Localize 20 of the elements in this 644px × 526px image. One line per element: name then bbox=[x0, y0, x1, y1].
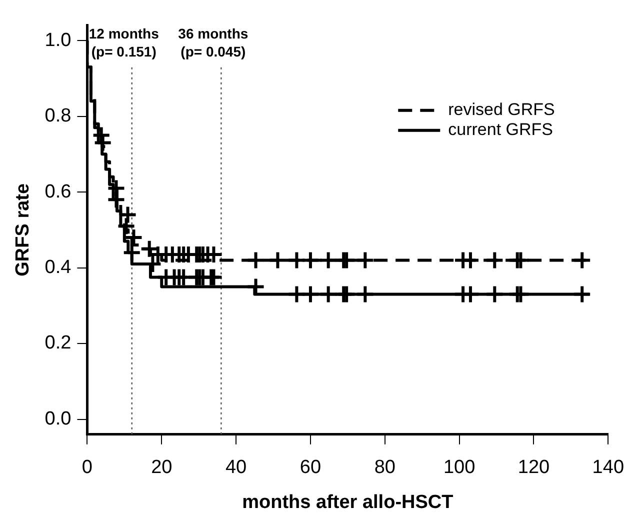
y-tick-label: 0.0 bbox=[44, 408, 72, 430]
legend-label: revised GRFS bbox=[448, 100, 555, 120]
legend-label: current GRFS bbox=[448, 120, 554, 140]
x-tick-label: 40 bbox=[225, 457, 247, 478]
y-tick-label: 0.4 bbox=[44, 257, 72, 278]
x-axis-title: months after allo-HSCT bbox=[242, 492, 454, 513]
x-tick-label: 120 bbox=[518, 457, 550, 478]
x-tick-label: 60 bbox=[300, 457, 322, 478]
y-tick-label: 0.2 bbox=[44, 332, 72, 354]
x-tick-label: 100 bbox=[443, 457, 476, 478]
y-tick-label: 0.6 bbox=[44, 181, 72, 202]
x-tick-label: 20 bbox=[151, 457, 172, 478]
x-tick-label: 140 bbox=[592, 457, 624, 478]
x-tick-label: 0 bbox=[82, 457, 92, 478]
y-tick-label: 0.8 bbox=[44, 106, 72, 127]
y-axis-title: GRFS rate bbox=[12, 183, 34, 276]
ref-line-label: 12 months (p= 0.151) bbox=[88, 25, 160, 60]
ref-line-label: 36 months (p= 0.045) bbox=[178, 25, 248, 60]
x-tick-label: 80 bbox=[374, 457, 396, 478]
y-tick-label: 1.0 bbox=[44, 30, 72, 51]
